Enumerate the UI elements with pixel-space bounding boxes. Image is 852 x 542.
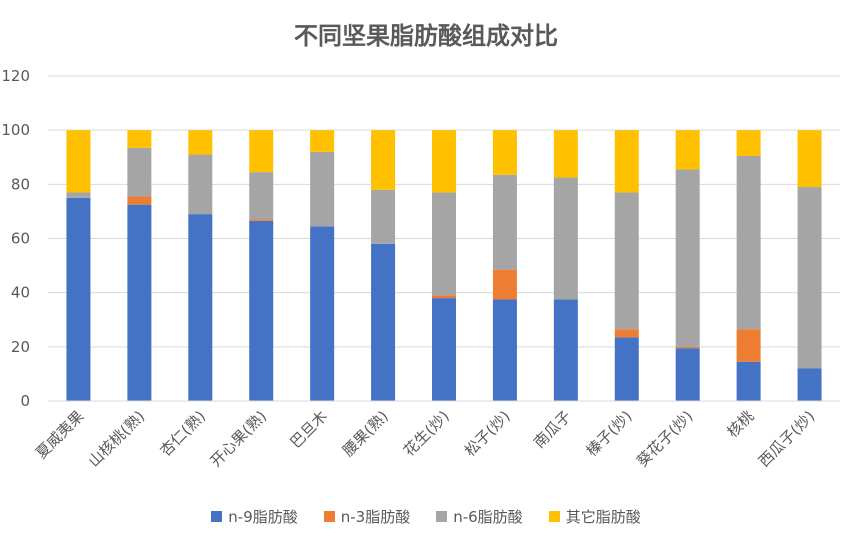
bar-segment-1-6 [371, 243, 396, 401]
legend-swatch [436, 511, 448, 522]
bar-segment-1-13 [797, 368, 822, 401]
bar-segment-4-10 [614, 130, 639, 193]
bar-segment-3-5 [310, 151, 335, 227]
y-tick-label: 100 [1, 121, 30, 139]
bar-segment-4-7 [432, 130, 456, 193]
legend-item: n-6脂肪酸 [436, 506, 523, 527]
legend-label: n-6脂肪酸 [453, 508, 523, 526]
bar-segment-3-10 [614, 192, 639, 330]
bar-segment-3-3 [188, 154, 213, 215]
legend-swatch [211, 511, 223, 522]
legend-item: n-3脂肪酸 [323, 506, 411, 527]
bar-segment-4-1 [66, 130, 91, 193]
x-tick-label: 花生(炒) [400, 407, 453, 460]
y-tick-label: 40 [11, 284, 30, 302]
x-tick-label: 夏威夷果 [32, 407, 87, 462]
y-tick-label: 0 [20, 392, 30, 410]
bar-segment-2-4 [249, 219, 274, 221]
x-tick-label: 腰果(熟) [339, 407, 392, 460]
bar-segment-1-4 [249, 220, 274, 401]
bar-segment-3-11 [675, 169, 700, 347]
bar-segment-1-2 [127, 204, 152, 401]
x-tick-label: 松子(炒) [461, 407, 514, 460]
bar-segment-1-11 [675, 348, 700, 401]
y-tick-label: 80 [11, 175, 30, 193]
bar-segment-3-1 [66, 192, 91, 198]
bar-segment-1-5 [310, 226, 335, 401]
legend-item: 其它脂肪酸 [548, 506, 641, 527]
x-tick-label: 巴旦木 [286, 407, 331, 452]
bar-segment-3-12 [736, 155, 761, 330]
x-tick-label: 核桃 [723, 407, 757, 441]
bar-segment-4-8 [492, 130, 517, 175]
bar-segment-3-8 [492, 174, 517, 270]
x-tick-label: 南瓜子 [530, 407, 575, 452]
bar-segment-4-2 [127, 130, 152, 148]
bar-segment-3-2 [127, 147, 152, 197]
bar-segment-1-8 [492, 299, 517, 401]
chart-legend: n-9脂肪酸 n-3脂肪酸 n-6脂肪酸 其它脂肪酸 [0, 506, 852, 527]
bar-segment-1-10 [614, 337, 639, 401]
bar-segment-3-4 [249, 172, 274, 220]
bar-segment-3-13 [797, 187, 822, 369]
legend-label: n-3脂肪酸 [340, 508, 411, 526]
bar-segment-2-12 [736, 329, 761, 362]
bar-segment-2-8 [492, 269, 517, 300]
x-tick-label: 榛子(炒) [583, 407, 636, 460]
bar-segment-4-4 [249, 130, 274, 173]
bar-segment-4-13 [797, 130, 822, 188]
y-tick-label: 120 [1, 67, 30, 85]
legend-swatch [548, 511, 560, 522]
bar-segment-4-3 [188, 130, 213, 155]
bar-segment-4-9 [553, 130, 578, 178]
bar-segment-2-7 [432, 295, 456, 299]
x-tick-label: 葵花子(炒) [633, 407, 696, 470]
x-tick-label: 杏仁(熟) [156, 407, 209, 460]
bar-segment-3-7 [432, 192, 456, 296]
x-tick-label: 山核桃(熟) [85, 407, 148, 470]
bar-segment-1-7 [432, 298, 456, 401]
bar-segment-4-5 [310, 130, 335, 152]
x-tick-label: 西瓜子(炒) [755, 407, 818, 470]
chart-title: 不同坚果脂肪酸组成对比 [294, 22, 558, 50]
bar-segment-4-12 [736, 130, 761, 156]
bar-segment-4-6 [371, 130, 396, 190]
y-tick-label: 60 [11, 230, 30, 248]
bar-segment-2-10 [614, 329, 639, 338]
legend-item: n-9脂肪酸 [211, 506, 298, 527]
bar-segment-2-11 [675, 346, 700, 349]
x-tick-label: 开心果(熟) [207, 407, 270, 470]
legend-label: n-9脂肪酸 [228, 508, 298, 526]
legend-swatch [323, 511, 335, 522]
y-tick-label: 20 [11, 338, 30, 356]
legend-label: 其它脂肪酸 [565, 508, 641, 526]
bar-segment-1-3 [188, 214, 213, 401]
bar-segment-3-6 [371, 189, 396, 244]
bar-segment-1-1 [66, 197, 91, 401]
bar-segment-1-9 [553, 299, 578, 401]
bar-segment-3-9 [553, 177, 578, 300]
bar-segment-4-11 [675, 130, 700, 170]
bar-segment-2-2 [127, 196, 152, 205]
bar-segment-1-12 [736, 361, 761, 401]
